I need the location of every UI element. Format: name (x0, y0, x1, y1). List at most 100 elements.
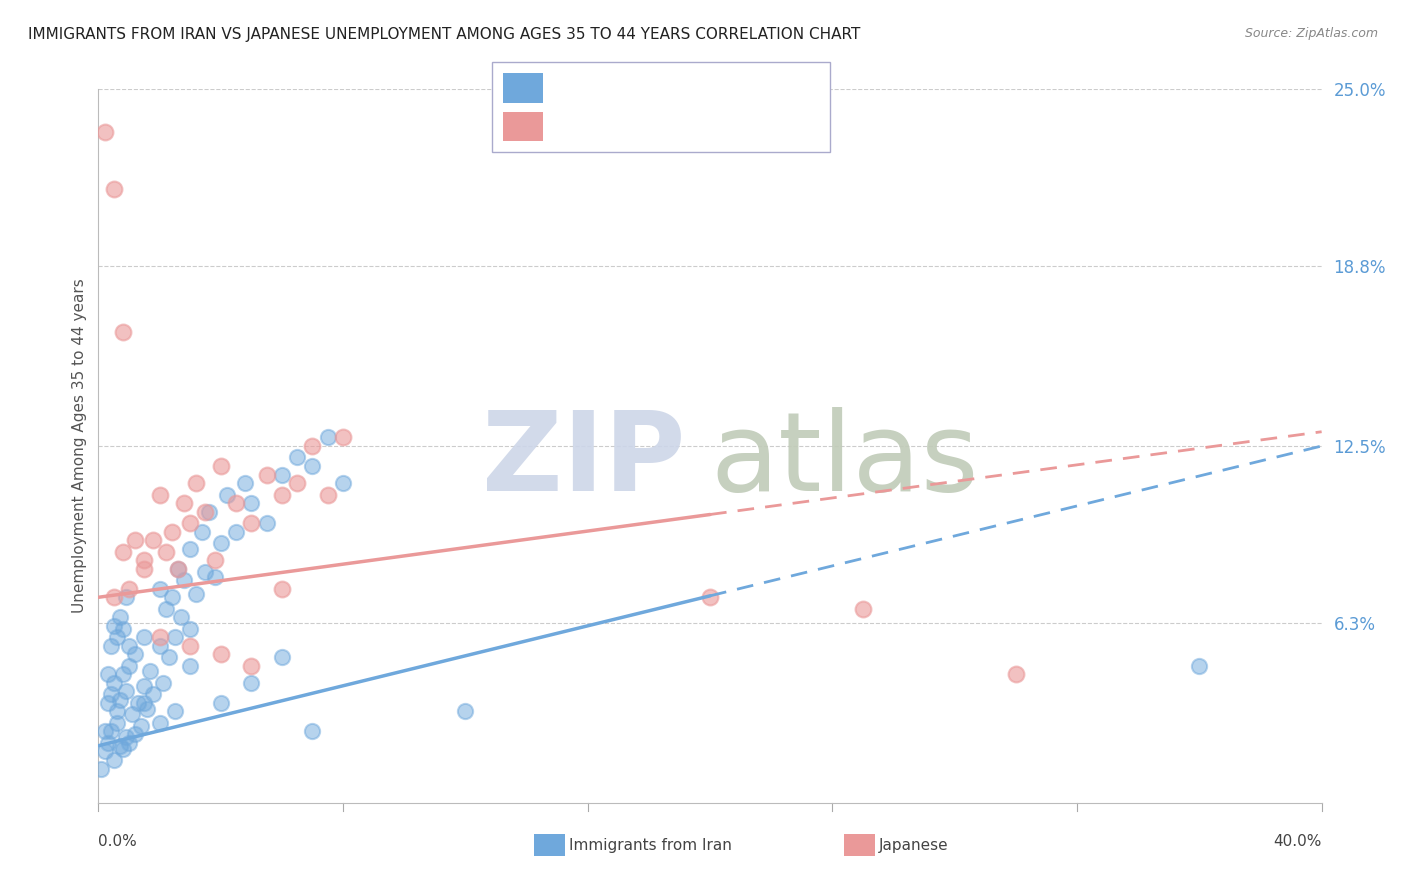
Point (160, 591, 183, 605)
Point (225, 524, 247, 539)
Point (118, 582, 141, 596)
Point (149, 630, 172, 644)
Point (93, 724, 115, 739)
Point (134, 553, 156, 567)
Point (127, 696, 149, 710)
Point (149, 715, 172, 730)
Point (163, 630, 186, 644)
Point (160, 524, 183, 539)
Point (285, 476, 308, 491)
Point (179, 541, 201, 556)
Point (97, 667, 120, 681)
Point (105, 705, 128, 719)
Text: ZIP: ZIP (482, 407, 686, 514)
Point (194, 565, 217, 579)
Point (134, 679, 156, 693)
Text: 0.0%: 0.0% (98, 834, 138, 849)
Point (155, 544, 177, 558)
Point (103, 182, 125, 196)
Point (152, 676, 174, 690)
Point (209, 536, 232, 550)
Point (332, 430, 354, 444)
Point (852, 601, 875, 615)
Point (204, 553, 226, 567)
Point (256, 516, 278, 530)
Point (186, 587, 208, 601)
Point (105, 630, 128, 644)
Point (103, 753, 125, 767)
Point (136, 701, 159, 715)
Point (316, 430, 339, 444)
Point (301, 439, 323, 453)
Point (332, 476, 354, 491)
Point (93, 125, 115, 139)
Point (149, 582, 172, 596)
Point (134, 562, 156, 576)
Point (142, 533, 165, 548)
Point (124, 533, 146, 548)
Point (240, 676, 263, 690)
Point (155, 601, 177, 615)
Point (100, 639, 122, 653)
Point (301, 458, 323, 473)
Text: Immigrants from Iran: Immigrants from Iran (569, 838, 733, 853)
Point (173, 496, 195, 510)
Point (179, 622, 201, 636)
Point (256, 467, 278, 482)
Text: IMMIGRANTS FROM IRAN VS JAPANESE UNEMPLOYMENT AMONG AGES 35 TO 44 YEARS CORRELAT: IMMIGRANTS FROM IRAN VS JAPANESE UNEMPLO… (28, 27, 860, 42)
Point (209, 648, 232, 662)
Point (118, 736, 141, 750)
Point (270, 467, 294, 482)
Point (129, 719, 152, 733)
Point (191, 524, 214, 539)
Point (115, 730, 138, 744)
Point (134, 630, 156, 644)
Point (454, 705, 477, 719)
Point (103, 676, 125, 690)
Text: Japanese: Japanese (879, 838, 949, 853)
Point (209, 458, 232, 473)
Point (170, 610, 193, 624)
Point (100, 724, 122, 739)
Point (233, 476, 256, 491)
Point (194, 505, 217, 519)
Point (103, 591, 125, 605)
Point (179, 516, 201, 530)
Point (103, 619, 125, 633)
Point (108, 610, 131, 624)
Point (100, 687, 122, 701)
Point (149, 639, 172, 653)
Point (121, 707, 143, 722)
Text: R = 0.239   N = 37: R = 0.239 N = 37 (551, 118, 721, 136)
Point (173, 573, 195, 587)
Point (124, 648, 146, 662)
Point (157, 650, 180, 665)
Point (215, 487, 238, 501)
Point (93, 744, 115, 758)
Point (240, 496, 263, 510)
Point (186, 476, 208, 491)
Point (108, 739, 131, 753)
Point (285, 450, 308, 465)
Point (1004, 667, 1026, 681)
Point (118, 658, 141, 673)
Point (179, 639, 201, 653)
Point (270, 487, 294, 501)
Point (118, 639, 141, 653)
Point (240, 658, 263, 673)
Point (149, 487, 172, 501)
Point (142, 687, 165, 701)
Point (97, 696, 120, 710)
Text: 40.0%: 40.0% (1274, 834, 1322, 849)
Text: Source: ZipAtlas.com: Source: ZipAtlas.com (1244, 27, 1378, 40)
Point (270, 650, 294, 665)
Point (1188, 658, 1211, 673)
Point (97, 736, 120, 750)
Point (270, 582, 294, 596)
Point (111, 741, 134, 756)
Point (134, 696, 156, 710)
Point (115, 591, 138, 605)
Point (179, 658, 201, 673)
Point (204, 570, 226, 584)
Point (124, 727, 146, 741)
